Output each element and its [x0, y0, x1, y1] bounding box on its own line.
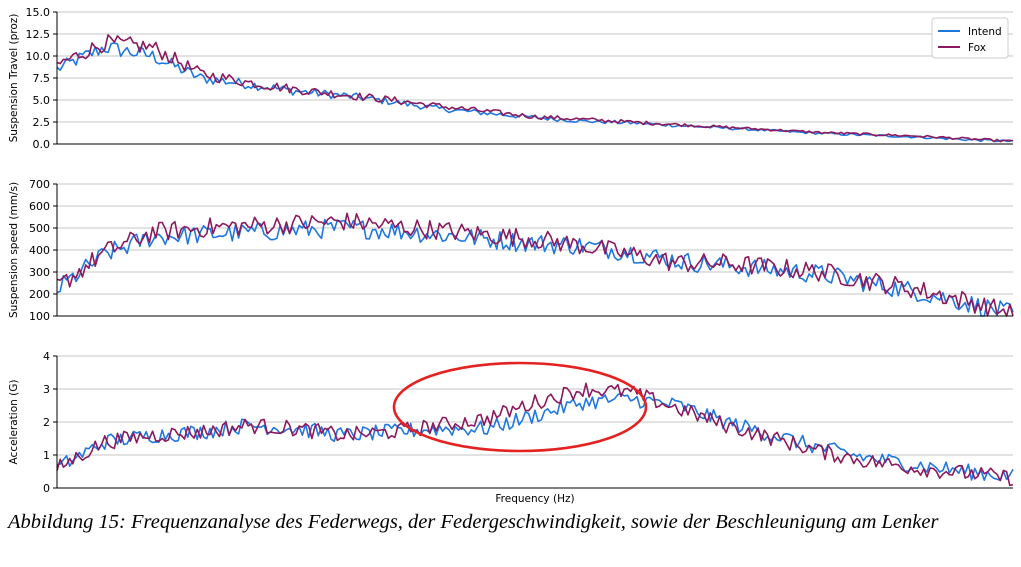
figure-caption: Abbildung 15: Frequenzanalyse des Federw… [8, 511, 939, 533]
y-tick-label: 10.0 [26, 50, 51, 63]
acceleration-panel: 0 1 2 3 4 Acceleration (G) Frequency (Hz) [8, 350, 1014, 505]
x-axis-label: Frequency (Hz) [495, 493, 574, 505]
y-tick-label: 0 [43, 482, 50, 495]
series-line-fox [56, 34, 1014, 143]
series-line-intend [56, 392, 1014, 482]
y-tick-label: 3 [43, 383, 50, 396]
y-tick-label: 5.0 [33, 94, 51, 107]
y-tick-label: 12.5 [26, 28, 51, 41]
y-tick-label: 100 [29, 310, 50, 323]
y-tick-label: 500 [29, 222, 50, 235]
series-line-intend [56, 42, 1014, 143]
highlight-ellipse [392, 361, 648, 453]
y-axis-label: Suspension Travel (proz) [8, 14, 20, 143]
y-tick-label: 4 [43, 350, 50, 363]
y-tick-label: 600 [29, 200, 50, 213]
y-tick-label: 15.0 [26, 6, 51, 19]
y-tick-label: 0.0 [33, 138, 51, 151]
legend-label-intend: Intend [968, 26, 1002, 38]
y-tick-label: 300 [29, 266, 50, 279]
y-tick-label: 2.5 [33, 116, 51, 129]
series-line-fox [56, 212, 1014, 317]
legend-label-fox: Fox [968, 42, 986, 54]
y-tick-label: 1 [43, 449, 50, 462]
series-line-fox [56, 382, 1014, 487]
y-axis-label: Acceleration (G) [8, 380, 20, 465]
y-axis-label: Suspension speed (mm/s) [8, 182, 20, 318]
y-tick-label: 700 [29, 178, 50, 191]
suspension-travel-panel: 0.0 2.5 5.0 7.5 10.0 12.5 15.0 Suspension Trave… [8, 6, 1014, 151]
y-tick-label: 2 [43, 416, 50, 429]
y-tick-label: 7.5 [33, 72, 51, 85]
series-line-intend [56, 218, 1014, 317]
frequency-analysis-figure: 0.0 2.5 5.0 7.5 10.0 12.5 15.0 Suspension Trave… [8, 6, 1014, 505]
y-tick-label: 200 [29, 288, 50, 301]
suspension-speed-panel: 100 200 300 400 500 600 700 Suspension speed (m… [8, 178, 1014, 323]
y-tick-label: 400 [29, 244, 50, 257]
